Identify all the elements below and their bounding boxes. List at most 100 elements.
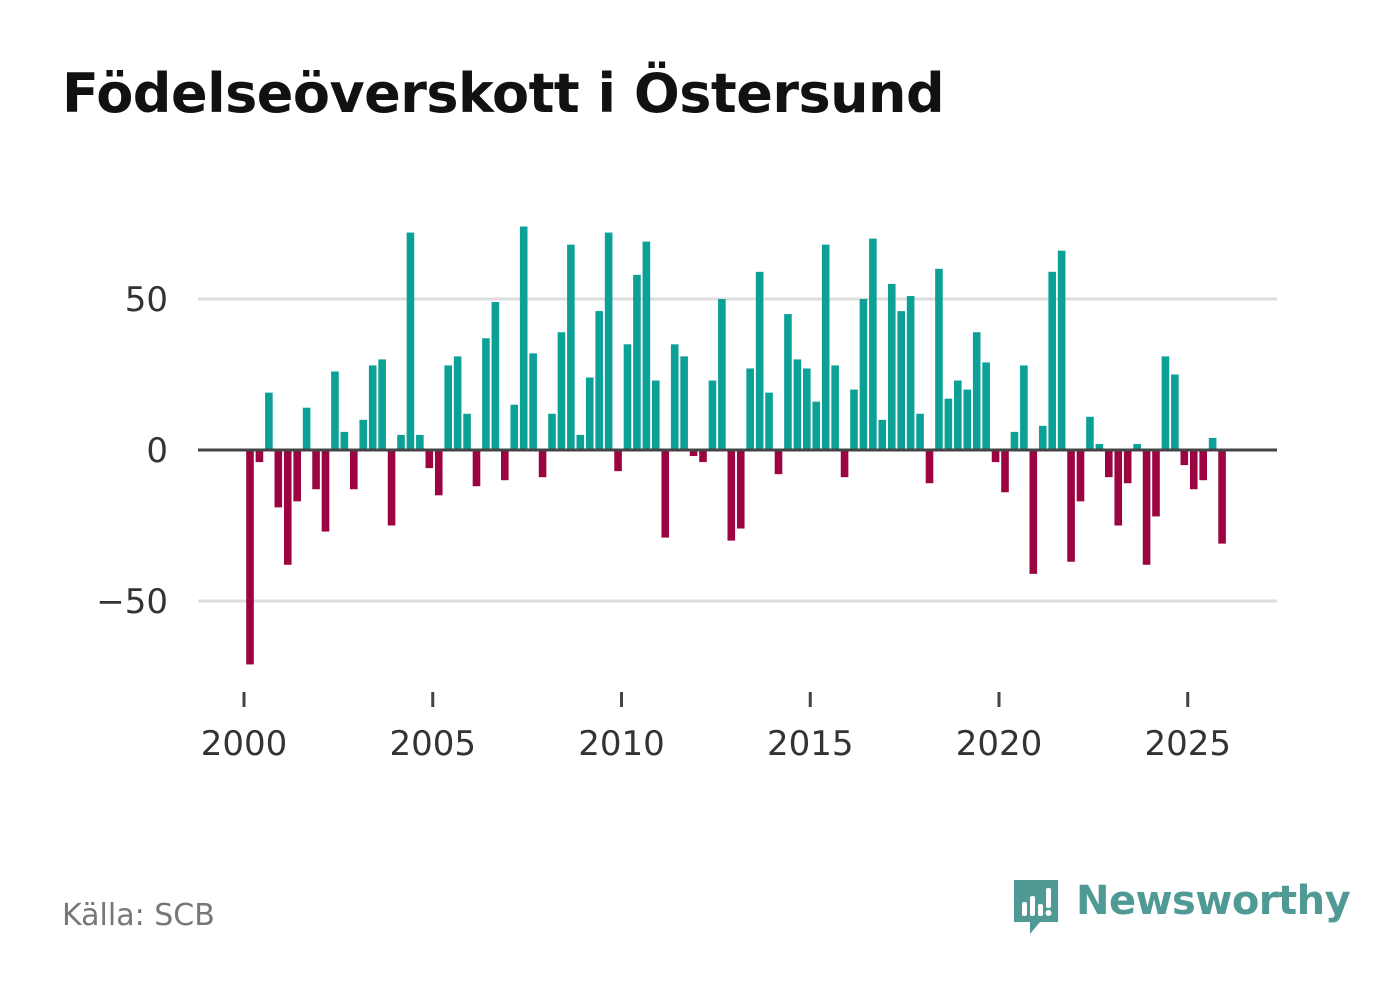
bar bbox=[1001, 450, 1009, 493]
bar bbox=[972, 332, 981, 450]
bar bbox=[1057, 250, 1066, 450]
bar bbox=[246, 450, 254, 665]
bar bbox=[916, 413, 924, 450]
bar bbox=[878, 419, 887, 450]
bar bbox=[1171, 374, 1179, 450]
newsworthy-logo-icon bbox=[1014, 880, 1058, 934]
bar bbox=[604, 232, 613, 450]
bar bbox=[906, 295, 915, 450]
chart-title: Födelseöverskott i Östersund bbox=[62, 62, 945, 125]
bar bbox=[595, 311, 603, 450]
bar bbox=[1048, 271, 1056, 450]
bar bbox=[312, 450, 320, 490]
bar bbox=[614, 450, 622, 472]
bar bbox=[1010, 431, 1019, 450]
bar bbox=[944, 398, 953, 450]
bar bbox=[321, 450, 330, 532]
bar bbox=[670, 344, 679, 450]
x-tick-label: 2015 bbox=[767, 724, 854, 764]
bar bbox=[991, 450, 1000, 463]
bar bbox=[434, 450, 443, 496]
bar bbox=[633, 274, 641, 450]
bar bbox=[963, 389, 972, 450]
bar bbox=[897, 311, 905, 450]
bar bbox=[557, 332, 566, 450]
bar bbox=[472, 450, 481, 487]
bar bbox=[1189, 450, 1198, 490]
bar bbox=[293, 450, 301, 502]
bar bbox=[501, 450, 509, 481]
bar bbox=[887, 283, 896, 450]
bar bbox=[652, 380, 660, 450]
bar bbox=[350, 450, 358, 490]
bar bbox=[1086, 416, 1094, 450]
x-tick-label: 2025 bbox=[1144, 724, 1231, 764]
bar bbox=[576, 434, 585, 450]
bars bbox=[246, 226, 1226, 665]
bar bbox=[831, 365, 839, 450]
bar bbox=[699, 450, 707, 463]
bar bbox=[463, 413, 471, 450]
bar bbox=[954, 380, 962, 450]
bar bbox=[1123, 450, 1132, 484]
brand-logo[interactable]: Newsworthy bbox=[1010, 876, 1351, 940]
bar bbox=[529, 353, 537, 450]
bar bbox=[840, 450, 849, 478]
bar bbox=[925, 450, 934, 484]
bar bbox=[784, 314, 792, 450]
bar bbox=[812, 401, 821, 450]
bar bbox=[727, 450, 736, 541]
bar bbox=[302, 407, 311, 450]
x-tick-label: 2000 bbox=[201, 724, 288, 764]
bar bbox=[1208, 437, 1217, 450]
bar bbox=[368, 365, 377, 450]
bar bbox=[567, 244, 575, 450]
bar bbox=[510, 404, 519, 450]
bar bbox=[661, 450, 670, 538]
bar bbox=[689, 450, 698, 457]
x-tick-label: 2020 bbox=[956, 724, 1043, 764]
bar bbox=[378, 359, 386, 450]
bar bbox=[387, 450, 396, 526]
bar bbox=[1114, 450, 1123, 526]
bar bbox=[548, 413, 556, 450]
bar bbox=[1161, 356, 1170, 450]
bar bbox=[821, 244, 830, 450]
bar bbox=[718, 299, 726, 450]
bar bbox=[1142, 450, 1151, 565]
bar bbox=[444, 365, 452, 450]
bar bbox=[869, 238, 877, 450]
bar bbox=[765, 392, 773, 450]
y-tick-label: 50 bbox=[125, 280, 168, 320]
bar bbox=[1180, 450, 1189, 466]
bar bbox=[736, 450, 745, 529]
bar bbox=[793, 359, 802, 450]
bar bbox=[680, 356, 688, 450]
bar bbox=[755, 271, 764, 450]
x-tick-label: 2005 bbox=[389, 724, 476, 764]
bar bbox=[416, 434, 424, 450]
gridlines bbox=[198, 297, 1277, 603]
bar bbox=[1076, 450, 1085, 502]
bar bbox=[982, 362, 990, 450]
bar bbox=[803, 368, 811, 450]
bar bbox=[482, 338, 490, 450]
brand-name: Newsworthy bbox=[1076, 878, 1351, 924]
bar bbox=[1105, 450, 1113, 478]
y-tick-label: 0 bbox=[146, 431, 168, 471]
bar bbox=[519, 226, 528, 450]
bar bbox=[1067, 450, 1075, 562]
bar bbox=[359, 419, 368, 450]
bar bbox=[1095, 443, 1104, 450]
bar bbox=[331, 371, 339, 450]
bar bbox=[274, 450, 283, 508]
source-label: Källa: SCB bbox=[62, 898, 215, 933]
bar bbox=[859, 299, 868, 450]
bar bbox=[283, 450, 292, 565]
bar bbox=[1020, 365, 1028, 450]
bar bbox=[340, 431, 349, 450]
bar bbox=[491, 302, 500, 450]
bar bbox=[623, 344, 632, 450]
bar bbox=[453, 356, 462, 450]
